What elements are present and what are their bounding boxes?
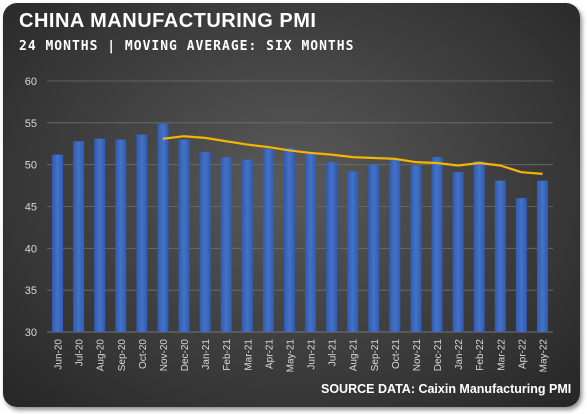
x-tick-label: Apr-21 bbox=[264, 339, 275, 369]
bar bbox=[94, 138, 106, 332]
y-tick-label: 40 bbox=[25, 243, 37, 255]
bar bbox=[536, 180, 548, 332]
x-tick-label: Feb-21 bbox=[222, 339, 233, 371]
y-tick-label: 35 bbox=[25, 285, 37, 297]
y-tick-label: 30 bbox=[25, 327, 37, 339]
bar bbox=[473, 161, 485, 332]
x-tick-label: Oct-21 bbox=[391, 339, 402, 369]
bar bbox=[305, 153, 317, 332]
moving-average-series bbox=[162, 135, 543, 175]
x-tick-label: Sep-21 bbox=[370, 339, 381, 372]
x-tick-label: Dec-21 bbox=[433, 339, 444, 372]
x-tick-label: Apr-22 bbox=[517, 339, 528, 369]
bar bbox=[389, 159, 401, 332]
bar bbox=[262, 148, 274, 332]
bar bbox=[73, 141, 85, 332]
x-tick-label: Jul-21 bbox=[328, 339, 339, 367]
x-tick-label: Aug-20 bbox=[96, 339, 107, 372]
x-axis-ticks: Jun-20 Jul-20 Aug-20 Sep-20 Oct-20 Nov-20 Dec-… bbox=[54, 339, 550, 373]
y-tick-label: 55 bbox=[25, 118, 37, 130]
bar bbox=[347, 171, 359, 332]
chart-subtitle: 24 MONTHS | MOVING AVERAGE: SIX MONTHS bbox=[19, 39, 355, 54]
bar bbox=[494, 180, 506, 332]
x-tick-label: Mar-22 bbox=[496, 339, 507, 371]
bar bbox=[326, 162, 338, 332]
x-tick-label: Jan-21 bbox=[201, 339, 212, 370]
bar bbox=[410, 165, 422, 332]
bar bbox=[52, 154, 64, 332]
x-tick-label: Oct-20 bbox=[138, 339, 149, 369]
y-tick-label: 45 bbox=[25, 202, 37, 214]
x-tick-label: Nov-21 bbox=[412, 339, 423, 372]
x-tick-label: Mar-21 bbox=[243, 339, 254, 371]
x-tick-label: Jun-20 bbox=[54, 339, 65, 370]
chart-title: CHINA MANUFACTURING PMI bbox=[19, 10, 317, 32]
bar bbox=[283, 147, 295, 332]
y-axis-ticks: 30 35 40 45 50 55 60 bbox=[25, 76, 37, 339]
x-tick-label: Sep-20 bbox=[117, 339, 128, 372]
bar bbox=[431, 157, 443, 332]
bar bbox=[115, 139, 127, 332]
x-tick-label: Feb-22 bbox=[475, 339, 486, 371]
y-tick-label: 60 bbox=[25, 76, 37, 88]
chart-plot: 30 35 40 45 50 55 60 Jun-20 Jul-20 Aug-20 Sep-20 O… bbox=[25, 76, 553, 373]
bar bbox=[515, 198, 527, 332]
bar bbox=[136, 134, 148, 332]
bar bbox=[178, 139, 190, 332]
bar bbox=[199, 152, 211, 332]
bar bbox=[157, 123, 169, 332]
x-tick-label: Aug-21 bbox=[349, 339, 360, 372]
x-tick-label: Jun-21 bbox=[307, 339, 318, 370]
chart-card: CHINA MANUFACTURING PMI 24 MONTHS | MOVI… bbox=[3, 3, 580, 407]
moving-average-line bbox=[162, 135, 543, 175]
x-tick-label: May-21 bbox=[285, 339, 296, 373]
x-tick-label: May-22 bbox=[538, 339, 549, 373]
x-tick-label: Jul-20 bbox=[75, 339, 86, 367]
x-tick-label: Nov-20 bbox=[159, 339, 170, 372]
bar bbox=[241, 159, 253, 332]
x-tick-label: Dec-20 bbox=[180, 339, 191, 372]
bar bbox=[220, 157, 232, 332]
bar bbox=[368, 164, 380, 332]
bar bbox=[452, 172, 464, 332]
source-note: SOURCE DATA: Caixin Manufacturing PMI bbox=[321, 382, 572, 396]
y-tick-label: 50 bbox=[25, 160, 37, 172]
x-tick-label: Jan-22 bbox=[454, 339, 465, 370]
bar-series bbox=[52, 123, 548, 332]
gridlines bbox=[47, 80, 553, 333]
